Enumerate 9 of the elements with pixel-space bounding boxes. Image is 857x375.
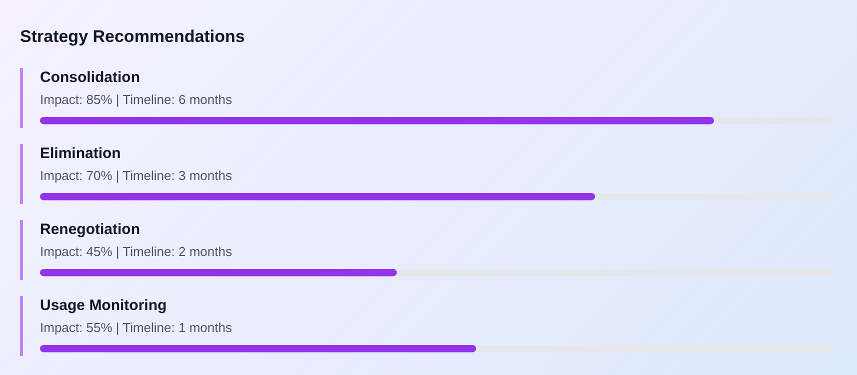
chart-title: Strategy Recommendations xyxy=(20,26,245,48)
data-label: Impact: 70% | Timeline: 3 months xyxy=(40,167,233,185)
data-label: Impact: 55% | Timeline: 1 months xyxy=(40,319,233,337)
y-tick-label: Elimination xyxy=(40,144,122,164)
data-label: Impact: 45% | Timeline: 2 months xyxy=(40,243,233,261)
y-tick-label: Renegotiation xyxy=(40,220,141,240)
data-label: Impact: 85% | Timeline: 6 months xyxy=(40,91,233,109)
y-tick-label: Usage Monitoring xyxy=(40,296,168,316)
y-tick-label: Consolidation xyxy=(40,68,141,88)
